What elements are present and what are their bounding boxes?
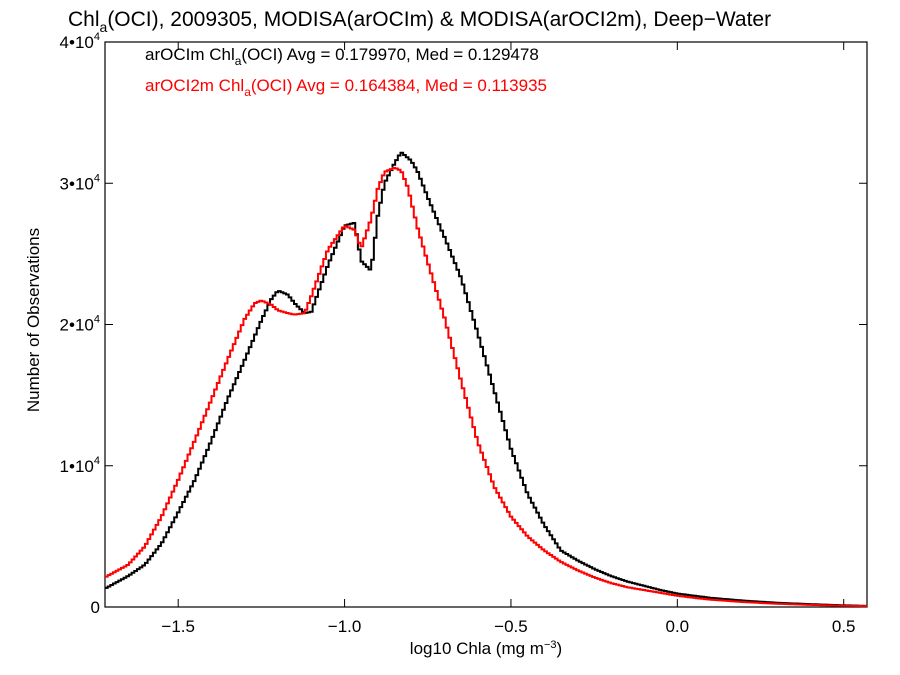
- y-axis-label: Number of Observations: [24, 228, 43, 412]
- x-tick-label: −1.0: [328, 617, 362, 636]
- y-tick-label: 3•104: [60, 172, 100, 193]
- y-tick-label: 1•104: [60, 455, 100, 476]
- series-line-arOCI2m: [105, 166, 868, 608]
- legend-entry-arOCIm: arOCIm Chla(OCI) Avg = 0.179970, Med = 0…: [145, 45, 539, 68]
- y-tick-label: 0: [91, 598, 100, 617]
- x-axis-label: log10 Chla (mg m−3): [410, 639, 562, 658]
- x-tick-label: −1.5: [161, 617, 195, 636]
- series-line-arOCIm: [105, 151, 868, 607]
- y-tick-label: 4•104: [60, 31, 100, 52]
- chart-title: Chla(OCI), 2009305, MODISA(arOCIm) & MOD…: [68, 8, 771, 35]
- x-tick-label: −0.5: [494, 617, 528, 636]
- plot-frame: [104, 41, 868, 608]
- x-axis-ticks: −1.5 −1.0 −0.5 0.0 0.5: [161, 42, 856, 636]
- y-tick-label: 2•104: [60, 314, 100, 335]
- x-tick-label: 0.0: [666, 617, 690, 636]
- x-tick-label: 0.5: [832, 617, 856, 636]
- series-layer: [105, 151, 868, 608]
- y-axis-ticks: 0 1•104 2•104 3•104 4•104: [60, 31, 867, 617]
- legend-entry-arOCI2m: arOCI2m Chla(OCI) Avg = 0.164384, Med = …: [145, 76, 547, 99]
